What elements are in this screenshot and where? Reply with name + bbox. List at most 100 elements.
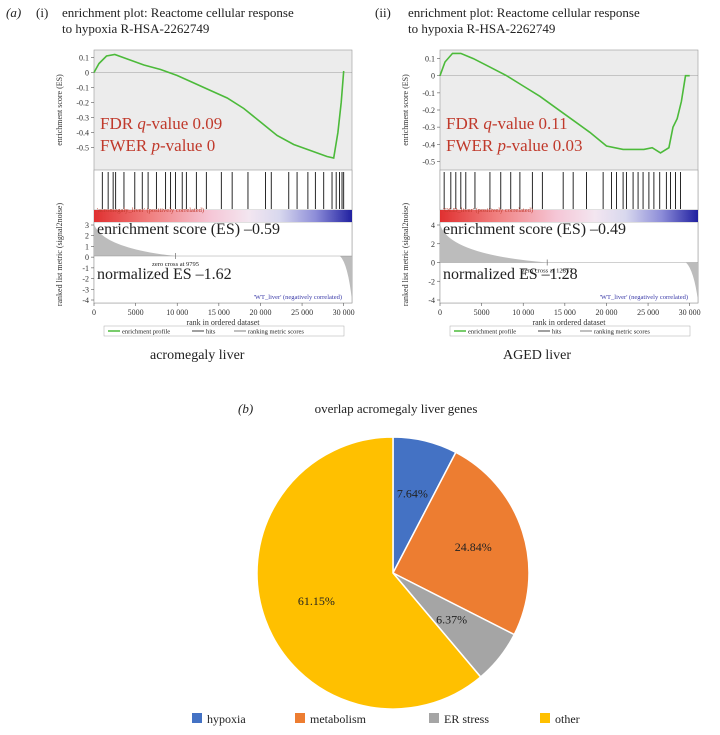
legend-label-other: other: [555, 712, 580, 726]
panel-a-label: (a): [6, 5, 22, 20]
legend-box: [449, 325, 691, 337]
left-title-line1: enrichment plot: Reactome cellular respo…: [62, 5, 294, 20]
rank-tick-label: -2: [82, 275, 89, 284]
right-sub-label: (ii): [375, 5, 391, 20]
x-tick-label: 5000: [128, 308, 144, 317]
legend-enrichment-label: enrichment profile: [122, 329, 170, 336]
x-tick-label: 20 000: [249, 308, 271, 317]
x-tick-label: 10 000: [512, 308, 534, 317]
es-tick-label: -0.4: [422, 140, 435, 149]
positive-correlation-label: 'acromegaly_liver' (positively correlate…: [97, 207, 204, 214]
pie-chart: overlap acromegaly liver genes 7.64% 24.84…: [192, 401, 580, 726]
left-sub-label: (i): [36, 5, 49, 20]
es-tick-label: 0.1: [425, 55, 435, 64]
normalized-es-text: normalized ES –1.62: [97, 266, 232, 283]
zero-cross-label: zero cross at 9795: [152, 261, 199, 268]
rank-tick-label: 4: [431, 221, 435, 230]
es-axis-label: enrichment score (ES): [55, 74, 64, 146]
rank-tick-label: -4: [428, 296, 435, 305]
rank-tick-label: 0: [431, 259, 435, 268]
correlation-color-bar: [94, 210, 352, 222]
x-tick-label: 30 000: [333, 308, 355, 317]
pie-slice-other: [256, 436, 482, 710]
rank-tick-label: -2: [428, 277, 435, 286]
x-tick-label: 10 000: [166, 308, 188, 317]
enrichment-score-text: enrichment score (ES) –0.49: [443, 221, 626, 238]
x-tick-label: 0: [438, 308, 442, 317]
legend-swatch-hypoxia: [192, 713, 202, 723]
fdr-q-value-text: FDR q-value 0.11: [446, 114, 568, 133]
rank-tick-label: 2: [431, 240, 435, 249]
right-title-line1: enrichment plot: Reactome cellular respo…: [408, 5, 640, 20]
x-tick-label: 15 000: [554, 308, 576, 317]
enrichment-profile-line: [93, 53, 345, 159]
zero-cross-label: zero cross at 12877: [522, 268, 573, 275]
legend-ranking-label: ranking metric scores: [594, 329, 650, 336]
legend-swatch-metabolism: [295, 713, 305, 723]
es-tick-label: -0.1: [76, 84, 89, 93]
positive-correlation-label: 'OLD_liver' (positively correlated): [443, 207, 533, 214]
fdr-q-value-text: FDR q-value 0.09: [100, 114, 222, 133]
es-tick-label: -0.3: [76, 114, 89, 123]
enrichment-score-text: enrichment score (ES) –0.59: [97, 221, 280, 238]
x-axis-label: rank in ordered dataset: [532, 318, 606, 327]
right-title-line2: to hypoxia R-HSA-2262749: [408, 21, 556, 36]
x-tick-label: 0: [92, 308, 96, 317]
panel-b-label: (b): [238, 401, 254, 416]
enrichment-profile-line: [439, 52, 690, 154]
es-axis-label: enrichment score (ES): [401, 74, 410, 146]
right-caption: AGED liver: [503, 348, 572, 363]
es-tick-label: -0.2: [422, 106, 435, 115]
pie-slice-metabolism: [391, 451, 530, 636]
left-caption: acromegaly liver: [150, 348, 245, 363]
x-tick-label: 25 000: [637, 308, 659, 317]
legend-swatch-er-stress: [429, 713, 439, 723]
ranked-metric-panel: [93, 221, 353, 304]
legend-label-hypoxia: hypoxia: [207, 712, 246, 726]
x-axis-label: rank in ordered dataset: [186, 318, 260, 327]
correlation-color-bar: [440, 210, 698, 222]
legend-hits-label: hits: [206, 329, 216, 336]
es-tick-label: -0.5: [76, 144, 89, 153]
rank-tick-label: -4: [82, 296, 89, 305]
es-tick-label: -0.3: [422, 123, 435, 132]
rank-tick-label: 1: [85, 242, 89, 251]
es-tick-label: 0: [85, 69, 89, 78]
rank-tick-label: 3: [85, 221, 89, 230]
hits-panel: [439, 169, 699, 211]
es-tick-label: 0: [431, 72, 435, 81]
x-tick-label: 5000: [474, 308, 490, 317]
fwer-p-value-text: FWER p-value 0: [100, 136, 215, 155]
rank-axis-label: ranked list metric (signal2noise): [55, 203, 64, 307]
legend-label-metabolism: metabolism: [310, 712, 367, 726]
x-tick-label: 20 000: [595, 308, 617, 317]
es-tick-label: 0.1: [79, 54, 89, 63]
legend-enrichment-label: enrichment profile: [468, 329, 516, 336]
legend-label-er-stress: ER stress: [444, 712, 489, 726]
es-tick-label: -0.2: [76, 99, 89, 108]
legend-swatch-other: [540, 713, 550, 723]
legend-ranking-label: ranking metric scores: [248, 329, 304, 336]
pie-title: overlap acromegaly liver genes: [315, 401, 478, 416]
pie-label-hypoxia: 7.64%: [397, 487, 428, 501]
pie-label-er-stress: 6.37%: [436, 612, 467, 626]
x-tick-label: 15 000: [208, 308, 230, 317]
es-tick-label: -0.5: [422, 157, 435, 166]
negative-correlation-label: 'WT_liver' (negatively correlated): [600, 294, 688, 301]
rank-tick-label: 0: [85, 253, 89, 262]
rank-axis-label: ranked list metric (signal2noise): [401, 203, 410, 307]
hits-panel: [93, 169, 353, 211]
fwer-p-value-text: FWER p-value 0.03: [446, 136, 582, 155]
rank-tick-label: 2: [85, 232, 89, 241]
legend-hits-label: hits: [552, 329, 562, 336]
negative-correlation-label: 'WT_liver' (negatively correlated): [254, 294, 342, 301]
rank-tick-label: -1: [82, 264, 89, 273]
pie-label-metabolism: 24.84%: [455, 540, 492, 554]
normalized-es-text: normalized ES –1.28: [443, 266, 578, 283]
x-tick-label: 25 000: [291, 308, 313, 317]
left-title-line2: to hypoxia R-HSA-2262749: [62, 21, 210, 36]
rank-tick-label: -3: [82, 285, 89, 294]
legend-box: [103, 325, 345, 337]
x-tick-label: 30 000: [679, 308, 701, 317]
